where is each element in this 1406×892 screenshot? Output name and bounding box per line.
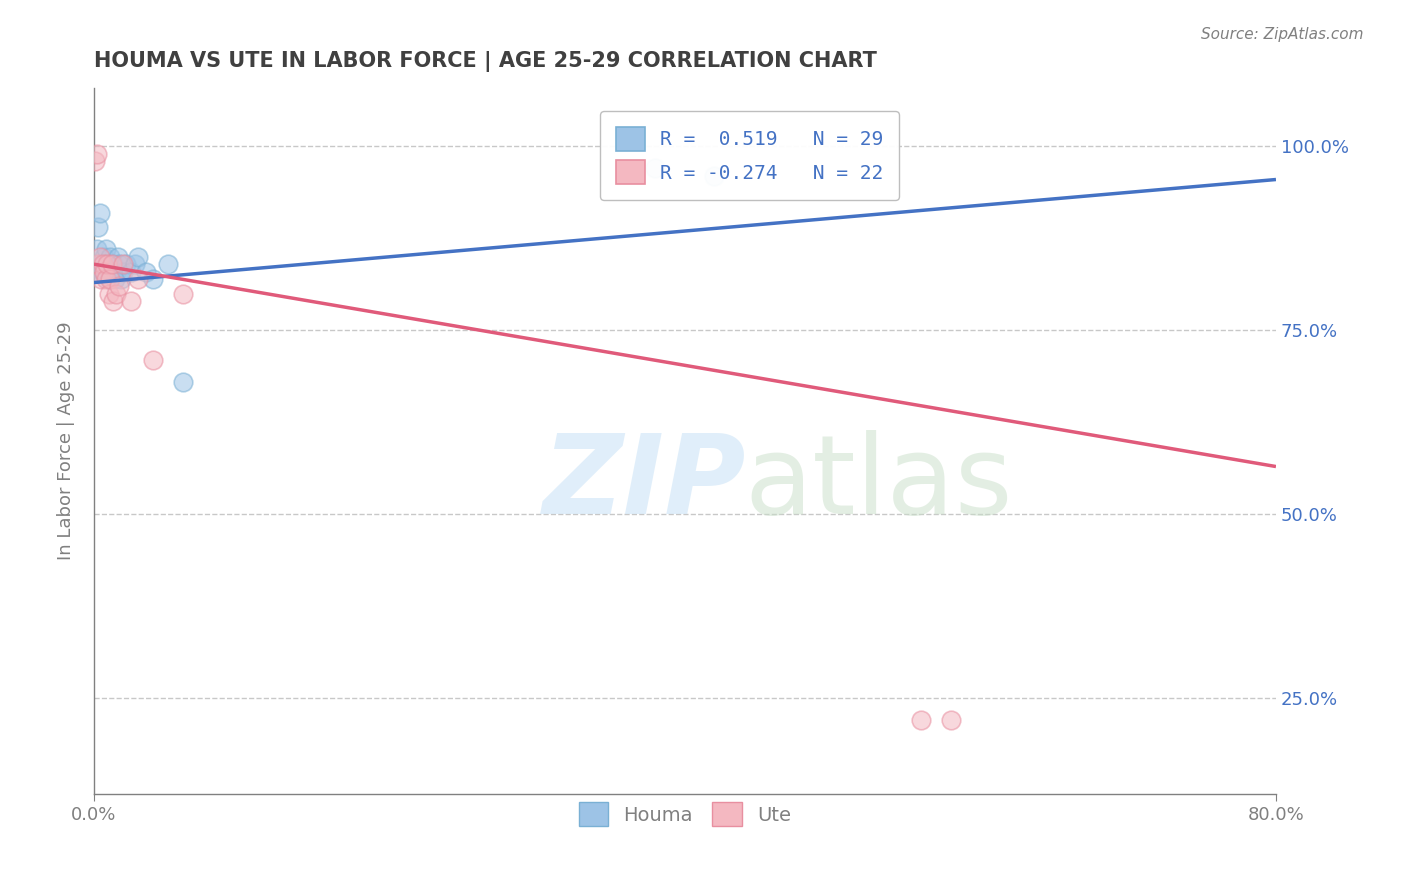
Point <box>107 250 129 264</box>
Legend: Houma, Ute: Houma, Ute <box>571 795 799 834</box>
Point <box>100 264 122 278</box>
Point <box>120 293 142 308</box>
Point <box>84 154 107 169</box>
Point <box>89 250 111 264</box>
Point <box>172 286 194 301</box>
Point <box>98 272 121 286</box>
Point <box>86 146 108 161</box>
Text: HOUMA VS UTE IN LABOR FORCE | AGE 25-29 CORRELATION CHART: HOUMA VS UTE IN LABOR FORCE | AGE 25-29 … <box>94 51 877 71</box>
Point <box>94 272 117 286</box>
Point <box>94 243 117 257</box>
Text: ZIP: ZIP <box>543 430 747 537</box>
Point <box>142 352 165 367</box>
Point <box>112 264 135 278</box>
Point <box>87 220 110 235</box>
Point <box>108 279 131 293</box>
Point <box>703 169 725 183</box>
Point <box>127 250 149 264</box>
Point <box>105 286 128 301</box>
Text: Source: ZipAtlas.com: Source: ZipAtlas.com <box>1201 27 1364 42</box>
Point <box>93 250 115 264</box>
Point <box>91 264 114 278</box>
Point <box>127 272 149 286</box>
Y-axis label: In Labor Force | Age 25-29: In Labor Force | Age 25-29 <box>58 321 75 560</box>
Point <box>101 293 124 308</box>
Point <box>87 257 110 271</box>
Point <box>104 272 127 286</box>
Point <box>89 205 111 219</box>
Point <box>110 272 132 286</box>
Point <box>120 264 142 278</box>
Point <box>910 714 932 728</box>
Point <box>142 272 165 286</box>
Point <box>97 286 120 301</box>
Point <box>97 272 120 286</box>
Point <box>96 257 118 271</box>
Point <box>100 257 122 271</box>
Point <box>939 714 962 728</box>
Point <box>105 264 128 278</box>
Point <box>156 257 179 271</box>
Point <box>135 264 157 278</box>
Point <box>93 264 115 278</box>
Point <box>124 257 146 271</box>
Point <box>644 161 666 176</box>
Point <box>96 257 118 271</box>
Point <box>90 257 112 271</box>
Point <box>98 250 121 264</box>
Point <box>112 257 135 271</box>
Point <box>90 272 112 286</box>
Text: atlas: atlas <box>744 430 1012 537</box>
Point <box>86 243 108 257</box>
Point <box>115 257 138 271</box>
Point <box>172 375 194 389</box>
Point <box>101 257 124 271</box>
Point <box>84 264 107 278</box>
Point <box>108 257 131 271</box>
Point <box>91 257 114 271</box>
